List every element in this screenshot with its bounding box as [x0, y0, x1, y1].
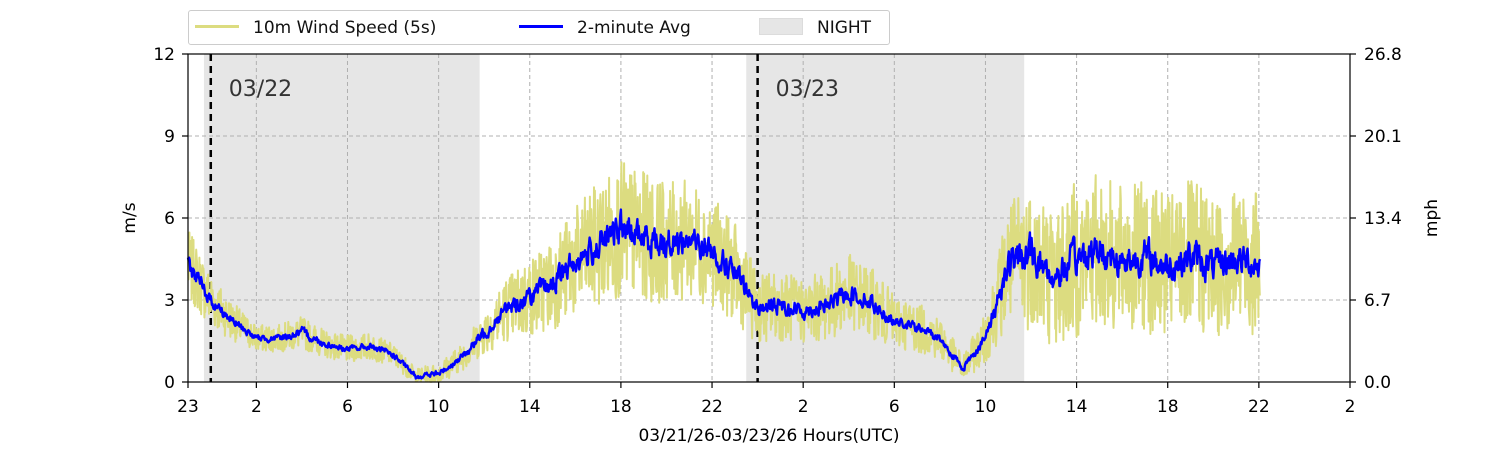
series-layer: [186, 161, 1262, 383]
x-tick-label: 22: [701, 397, 723, 417]
y-right-tick-label: 13.4: [1364, 209, 1402, 229]
legend-item-night: NIGHT: [759, 17, 872, 38]
x-tick-label: 2: [251, 397, 262, 417]
legend-line-swatch: [519, 24, 563, 28]
y-axis-left-title: m/s: [120, 202, 140, 233]
y-right-tick-label: 20.1: [1364, 127, 1402, 147]
chart-legend: 10m Wind Speed (5s) 2-minute Avg NIGHT: [188, 10, 890, 45]
x-tick-label: 14: [519, 397, 541, 417]
day-marker-layer: 03/22 03/23: [209, 54, 839, 382]
series-line-wind-speed: [187, 161, 1261, 383]
legend-item-2min-avg: 2-minute Avg: [519, 18, 691, 38]
x-tick-label: 14: [1066, 397, 1088, 417]
y-right-tick-label: 26.8: [1364, 45, 1402, 65]
legend-item-wind-speed: 10m Wind Speed (5s): [195, 18, 436, 38]
x-tick-label: 2: [1345, 397, 1356, 417]
legend-line-swatch: [195, 24, 239, 28]
legend-label: 2-minute Avg: [577, 18, 691, 38]
series-line-2min-avg: [186, 208, 1262, 380]
x-tick-label: 10: [428, 397, 450, 417]
x-tick-label: 10: [975, 397, 997, 417]
x-axis-title: 03/21/26-03/23/26 Hours(UTC): [638, 426, 899, 446]
x-tick-label: 6: [889, 397, 900, 417]
y-left-tick-label: 3: [164, 291, 175, 311]
x-tick-label: 18: [1157, 397, 1179, 417]
legend-label: NIGHT: [817, 18, 872, 38]
x-tick-label: 6: [342, 397, 353, 417]
legend-patch-swatch: [759, 17, 803, 35]
axis-ticks-layer: 23 2 6 10 14 18 22 2 6 10 14 18 22 20369120.06.713.42…: [153, 45, 1402, 417]
y-left-tick-label: 0: [164, 373, 175, 393]
x-tick-label: 22: [1248, 397, 1270, 417]
x-tick-label: 18: [610, 397, 632, 417]
day-marker-label: 03/23: [776, 77, 839, 102]
y-axis-right-title: mph: [1422, 199, 1442, 237]
y-left-tick-label: 9: [164, 127, 175, 147]
y-left-tick-label: 12: [153, 45, 175, 65]
y-right-tick-label: 6.7: [1364, 291, 1391, 311]
y-left-tick-label: 6: [164, 209, 175, 229]
legend-label: 10m Wind Speed (5s): [253, 18, 437, 38]
day-marker-label: 03/22: [229, 77, 292, 102]
x-tick-label: 23: [177, 397, 199, 417]
y-right-tick-label: 0.0: [1364, 373, 1391, 393]
x-tick-label: 2: [798, 397, 809, 417]
